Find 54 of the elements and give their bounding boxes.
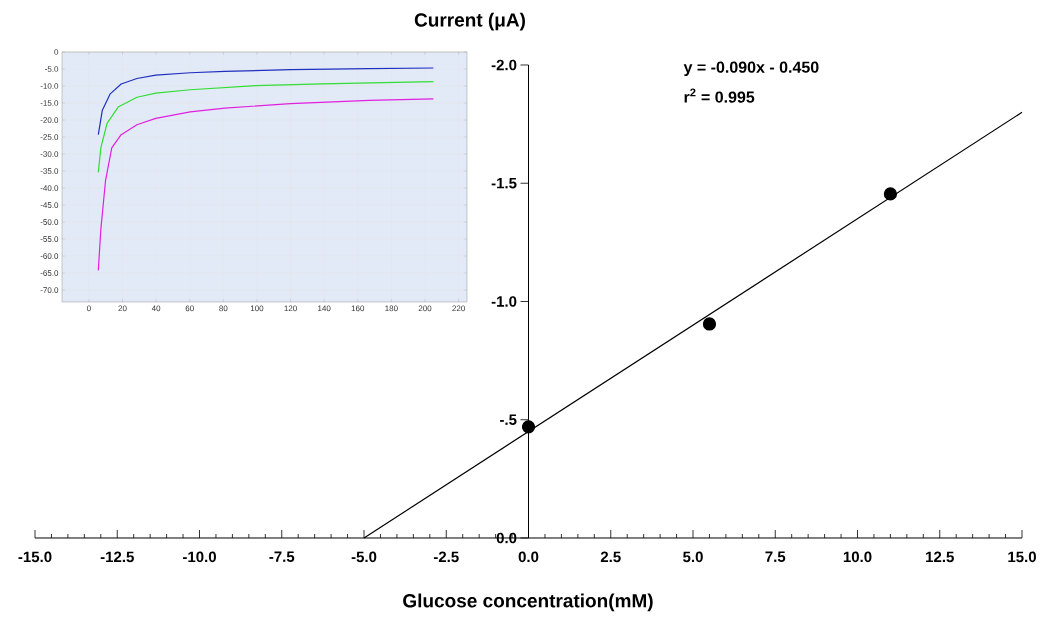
x-tick-label: -5.0: [351, 551, 377, 563]
y-tick-label: -30.0: [40, 151, 59, 157]
y-tick-label: 0: [54, 49, 59, 55]
line-series: [97, 80, 434, 173]
line-series: [97, 67, 434, 136]
x-tick-label: -10.0: [182, 551, 216, 563]
x-tick-label: 15.0: [1008, 551, 1036, 563]
y-tick-label: -25.0: [40, 134, 59, 140]
y-tick-label: -50.0: [40, 219, 59, 225]
y-tick-label: -1.5: [491, 178, 517, 189]
y-tick-label: -2.0: [491, 59, 517, 71]
x-tick-label: 10.0: [843, 551, 872, 563]
x-tick-label: 160: [351, 305, 365, 312]
y-tick-label: 0.0: [496, 532, 517, 544]
y-tick-label: -65.0: [40, 270, 59, 276]
x-axis-title: Glucose concentration(mM): [403, 593, 653, 612]
y-tick-label: -70.0: [40, 287, 59, 293]
y-tick-label: -15.0: [40, 100, 59, 106]
y-tick-label: -10.0: [40, 83, 59, 89]
y-tick-label: -60.0: [40, 253, 59, 259]
x-tick-label: 0: [86, 305, 91, 312]
x-tick-label: 200: [418, 305, 432, 312]
annotation: r$^{2}$ = 0.995: [684, 88, 755, 103]
point: [883, 187, 897, 201]
y-tick-label: -55.0: [40, 236, 59, 242]
y-tick-label: -35.0: [40, 168, 59, 174]
y-tick-label: -45.0: [40, 202, 59, 208]
y-tick-label: -40.0: [40, 185, 59, 191]
x-tick-label: -7.5: [269, 551, 295, 562]
x-tick-label: 12.5: [926, 551, 954, 563]
x-tick-label: 20: [118, 305, 127, 312]
x-tick-label: 2.5: [600, 551, 621, 563]
x-tick-label: 140: [318, 305, 331, 312]
y-axis-title: Current (μA): [414, 12, 525, 31]
x-tick-label: 0.0: [518, 551, 539, 563]
y-tick-label: -1.0: [491, 296, 517, 307]
point: [521, 420, 536, 434]
point: [702, 317, 717, 331]
x-tick-label: 180: [385, 305, 398, 312]
x-tick-label: 100: [250, 305, 264, 312]
x-tick-label: 120: [284, 305, 297, 312]
line-series: [97, 98, 434, 271]
y-tick-label: -20.0: [40, 117, 59, 123]
x-tick-label: 7.5: [765, 551, 786, 562]
x-tick-label: 40: [151, 305, 161, 312]
x-tick-label: -12.5: [100, 551, 134, 563]
y-tick-label: -.5: [500, 414, 517, 425]
y-tick-label: -5.0: [45, 66, 59, 72]
x-tick-label: 60: [185, 305, 194, 312]
x-tick-label: 5.0: [683, 551, 703, 563]
x-tick-label: 80: [219, 305, 228, 312]
x-tick-label: -2.5: [433, 551, 459, 563]
x-tick-label: 220: [452, 305, 465, 312]
annotation: y = -0.090x - 0.450: [683, 61, 819, 77]
